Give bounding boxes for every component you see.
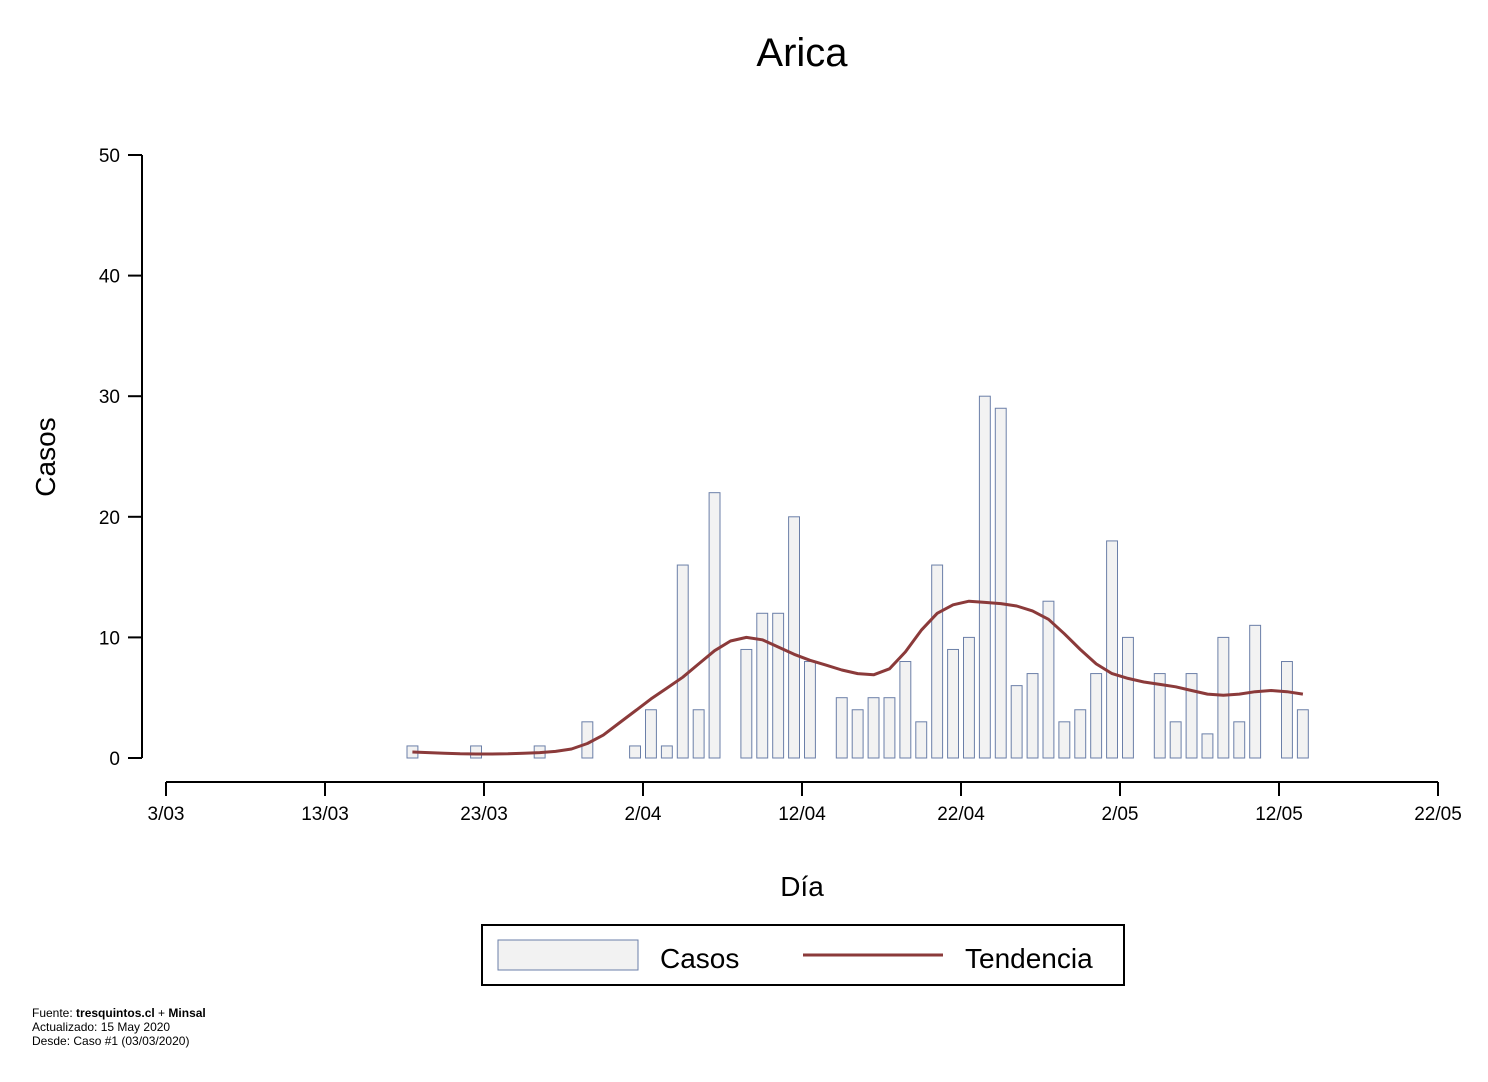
bar (1058, 721, 1071, 759)
bar (835, 697, 848, 759)
bar (931, 564, 944, 759)
bar (1201, 733, 1214, 759)
bar (883, 697, 896, 759)
bar (947, 648, 959, 759)
bar (978, 395, 991, 759)
bar (804, 661, 816, 759)
bar (1010, 685, 1023, 759)
bar (1106, 540, 1118, 759)
bar (1169, 721, 1182, 759)
bar (470, 745, 483, 759)
x-tick-label: 12/04 (778, 804, 826, 825)
x-tick-label: 23/03 (460, 804, 508, 825)
y-tick-label: 30 (99, 387, 120, 408)
legend-casos-swatch (497, 939, 639, 971)
bar (788, 516, 800, 759)
chart: Arica Casos Día 0 10 20 30 40 50 3/03 13/03 23/… (30, 31, 1462, 986)
bar (963, 636, 975, 759)
bar (660, 745, 673, 759)
bar (1217, 636, 1230, 759)
bar (867, 697, 880, 759)
x-tick-label: 22/05 (1414, 804, 1462, 825)
x-tick-label: 13/03 (301, 804, 349, 825)
bar (899, 661, 912, 759)
x-tick-label: 3/03 (148, 804, 185, 825)
footer-source: Fuente: tresquintos.cl + Minsal (32, 1006, 206, 1020)
source-org: Minsal (168, 1006, 206, 1020)
bar (772, 612, 785, 759)
bar (1296, 709, 1309, 759)
bar (1042, 600, 1055, 759)
x-axis: 3/03 13/03 23/03 2/04 12/04 22/04 2/05 12/05 22/… (148, 781, 1462, 825)
bar (915, 721, 928, 759)
bar (1281, 661, 1293, 759)
chart-title: Arica (756, 31, 848, 75)
x-tick-label: 2/04 (625, 804, 662, 825)
legend: Casos Tendencia (481, 924, 1125, 986)
x-tick-label: 22/04 (937, 804, 985, 825)
y-tick-label: 50 (99, 146, 120, 167)
x-tick-label: 2/05 (1102, 804, 1139, 825)
x-tick-label: 12/05 (1255, 804, 1303, 825)
bar (1233, 721, 1246, 759)
bar (1122, 636, 1134, 759)
y-tick-label: 10 (99, 628, 120, 649)
bar (708, 492, 721, 759)
y-tick-label: 20 (99, 508, 120, 529)
footer-since: Desde: Caso #1 (03/03/2020) (32, 1034, 190, 1048)
source-site: tresquintos.cl (76, 1006, 155, 1020)
bar (1074, 709, 1087, 759)
y-tick-label: 40 (99, 267, 120, 288)
y-tick-label: 0 (109, 749, 120, 770)
bar (851, 709, 864, 759)
bar (1185, 673, 1198, 759)
footer-updated: Actualizado: 15 May 2020 (32, 1020, 171, 1034)
bar (1026, 673, 1039, 759)
bar (629, 745, 641, 759)
legend-casos-label: Casos (660, 943, 739, 974)
bar (994, 407, 1007, 759)
bar (1153, 673, 1166, 759)
footer: Fuente: tresquintos.cl + Minsal Actualiz… (32, 1006, 206, 1048)
x-axis-label: Día (780, 871, 824, 902)
bar (692, 709, 705, 759)
bar (756, 612, 769, 759)
y-axis-label: Casos (30, 417, 61, 496)
trend-line (412, 599, 1304, 756)
bars-group (406, 395, 1309, 759)
legend-tendencia-label: Tendencia (965, 943, 1093, 974)
bar (740, 648, 753, 759)
bar (645, 709, 657, 759)
y-axis: 0 10 20 30 40 50 (99, 146, 143, 770)
bar (676, 564, 689, 759)
trend-group (412, 599, 1304, 756)
bar (1090, 673, 1103, 759)
